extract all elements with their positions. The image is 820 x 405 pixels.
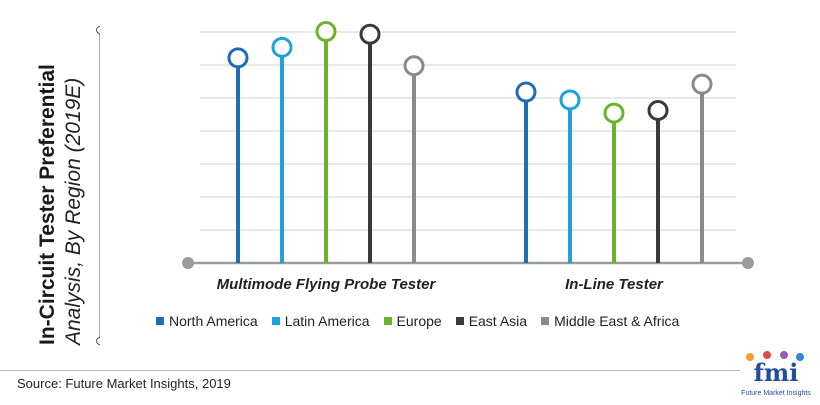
logo-dot-2 <box>763 351 771 359</box>
baseline-left-dot-icon <box>182 257 194 269</box>
lollipop-head <box>403 55 425 77</box>
lollipop-head <box>359 23 381 45</box>
legend-label: Latin America <box>284 313 370 329</box>
legend-label: Europe <box>396 313 442 329</box>
legend-item: East Asia <box>455 313 528 329</box>
legend-swatch <box>541 317 550 325</box>
legend-label: North America <box>169 313 258 329</box>
legend: North America Latin America Europe East Asi… <box>156 313 679 329</box>
fmi-logo: fmi Future Market Insights <box>740 350 812 400</box>
legend-swatch <box>156 317 164 325</box>
title-svg: In-Circuit Tester Preferential Analysis,… <box>36 26 104 347</box>
lollipop-head <box>559 89 581 111</box>
lollipop-head <box>647 99 669 121</box>
source-text: Source: Future Market Insights, 2019 <box>17 376 231 391</box>
lollipop-chart: Multimode Flying Probe Tester In-Line Tes… <box>182 21 754 293</box>
lollipop-head <box>271 36 293 58</box>
category-label: Multimode Flying Probe Tester <box>217 276 437 293</box>
title-line-1: In-Circuit Tester Preferential <box>36 64 59 345</box>
legend-swatch <box>383 317 392 325</box>
legend-item: Middle East & Africa <box>541 313 679 329</box>
category-label: In-Line Tester <box>565 276 664 293</box>
lollipop-head <box>603 102 625 124</box>
logo-dot-4 <box>796 353 804 361</box>
logo-dot-3 <box>780 351 788 359</box>
lollipop-head <box>515 81 537 103</box>
legend-swatch <box>455 317 464 325</box>
source-divider <box>0 370 740 371</box>
legend-label: Middle East & Africa <box>554 313 680 329</box>
logo-dot-1 <box>746 353 754 361</box>
legend-item: Latin America <box>271 313 370 329</box>
legend-item: North America <box>156 313 258 329</box>
legend-swatch <box>271 317 280 325</box>
chart-title: In-Circuit Tester Preferential Analysis,… <box>0 0 104 370</box>
baseline-right-dot-icon <box>742 257 754 269</box>
logo-svg: fmi Future Market Insights <box>741 351 811 397</box>
logo-wordmark: fmi <box>754 358 799 387</box>
legend-item: Europe <box>383 313 442 329</box>
lollipop-head <box>227 47 249 69</box>
legend-label: East Asia <box>468 313 528 329</box>
lollipop-head <box>691 73 713 95</box>
lollipop-head <box>315 21 337 43</box>
logo-tagline: Future Market Insights <box>741 390 811 397</box>
title-line-2: Analysis, By Region (2019E) <box>62 78 85 347</box>
title-bottom-dot-icon <box>96 337 104 345</box>
